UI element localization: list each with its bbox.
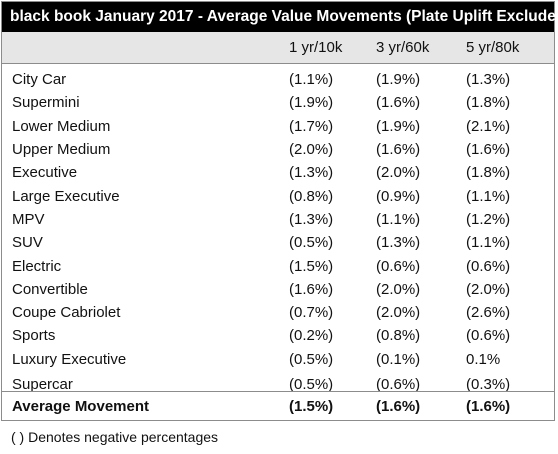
column-header-3yr: 3 yr/60k <box>376 39 430 56</box>
value-cell: (1.6%) <box>466 141 511 159</box>
column-header-row: 1 yr/10k 3 yr/60k 5 yr/80k <box>2 32 554 64</box>
table-row: Sports (0.2%) (0.8%) (0.6%) <box>2 324 554 347</box>
table-row: Supercar (0.5%) (0.6%) (0.3%) <box>2 371 554 398</box>
value-cell: (1.1%) <box>466 234 511 252</box>
value-cell: (2.0%) <box>376 280 421 298</box>
table-row: Lower Medium (1.7%) (1.9%) (2.1%) <box>2 115 554 138</box>
column-header-1yr: 1 yr/10k <box>289 39 343 56</box>
value-cell: (0.6%) <box>466 257 511 275</box>
value-cell: (1.6%) <box>289 280 334 298</box>
value-cell: (2.0%) <box>376 304 421 322</box>
value-cell: (0.1%) <box>376 350 421 368</box>
value-cell: (1.9%) <box>376 117 421 135</box>
value-cell: (1.1%) <box>289 71 334 89</box>
value-cell: (1.1%) <box>466 187 511 205</box>
value-cell: (1.3%) <box>289 164 334 182</box>
value-cell: (2.0%) <box>376 164 421 182</box>
segment-name: Coupe Cabriolet <box>12 304 121 322</box>
value-cell: (0.5%) <box>289 234 334 252</box>
table-row: Executive (1.3%) (2.0%) (1.8%) <box>2 161 554 184</box>
value-cell: (1.6%) <box>376 94 421 112</box>
table-row: MPV (1.3%) (1.1%) (1.2%) <box>2 208 554 231</box>
value-cell: (1.8%) <box>466 164 511 182</box>
table-row: Coupe Cabriolet (0.7%) (2.0%) (2.6%) <box>2 301 554 324</box>
value-cell: (1.6%) <box>376 141 421 159</box>
value-cell: (0.6%) <box>466 327 511 345</box>
value-cell: (0.3%) <box>466 375 511 393</box>
segment-name: Large Executive <box>12 187 120 205</box>
value-cell: (0.7%) <box>289 304 334 322</box>
average-movement-row: Average Movement (1.5%) (1.6%) (1.6%) <box>2 391 554 420</box>
segment-name: Upper Medium <box>12 141 111 159</box>
table-row: Electric (1.5%) (0.6%) (0.6%) <box>2 254 554 277</box>
value-cell: (1.3%) <box>466 71 511 89</box>
average-label: Average Movement <box>12 397 149 415</box>
segment-name: Convertible <box>12 280 88 298</box>
column-header-5yr: 5 yr/80k <box>466 39 520 56</box>
segment-name: Electric <box>12 257 62 275</box>
value-cell: (1.2%) <box>466 210 511 228</box>
segment-name: Executive <box>12 164 78 182</box>
value-cell: (0.6%) <box>376 375 421 393</box>
table-row: Upper Medium (2.0%) (1.6%) (1.6%) <box>2 138 554 161</box>
value-cell: (1.3%) <box>376 234 421 252</box>
table-row: SUV (0.5%) (1.3%) (1.1%) <box>2 231 554 254</box>
segment-name: Lower Medium <box>12 117 111 135</box>
value-cell: (0.6%) <box>376 257 421 275</box>
value-cell: (0.2%) <box>289 327 334 345</box>
segment-name: Luxury Executive <box>12 350 127 368</box>
table-row: Convertible (1.6%) (2.0%) (2.0%) <box>2 278 554 301</box>
value-cell: (0.9%) <box>376 187 421 205</box>
value-movements-table: black book January 2017 - Average Value … <box>1 1 558 421</box>
table-row: Luxury Executive (0.5%) (0.1%) 0.1% <box>2 348 554 371</box>
average-value-5yr: (1.6%) <box>466 397 511 415</box>
segment-name: Supermini <box>12 94 80 112</box>
segment-name: SUV <box>12 234 43 252</box>
value-cell: (1.5%) <box>289 257 334 275</box>
segment-name: MPV <box>12 210 45 228</box>
segment-name: Sports <box>12 327 56 345</box>
table-row: City Car (1.1%) (1.9%) (1.3%) <box>2 68 554 91</box>
value-cell: (0.5%) <box>289 350 334 368</box>
value-cell: 0.1% <box>466 350 501 368</box>
average-value-3yr: (1.6%) <box>376 397 421 415</box>
segment-name: City Car <box>12 71 67 89</box>
value-cell: (1.9%) <box>289 94 334 112</box>
value-cell: (2.1%) <box>466 117 511 135</box>
average-value-1yr: (1.5%) <box>289 397 334 415</box>
value-cell: (1.7%) <box>289 117 334 135</box>
table-body: City Car (1.1%) (1.9%) (1.3%) Supermini (1.9%… <box>2 68 554 398</box>
value-cell: (1.1%) <box>376 210 421 228</box>
value-cell: (1.9%) <box>376 71 421 89</box>
value-cell: (1.3%) <box>289 210 334 228</box>
footnote: ( ) Denotes negative percentages <box>11 429 219 445</box>
value-cell: (1.8%) <box>466 94 511 112</box>
value-cell: (0.5%) <box>289 375 334 393</box>
table-title: black book January 2017 - Average Value … <box>2 2 558 32</box>
value-cell: (2.6%) <box>466 304 511 322</box>
segment-name: Supercar <box>12 375 73 393</box>
value-cell: (0.8%) <box>289 187 334 205</box>
table-row: Large Executive (0.8%) (0.9%) (1.1%) <box>2 184 554 207</box>
value-cell: (0.8%) <box>376 327 421 345</box>
value-cell: (2.0%) <box>466 280 511 298</box>
table-row: Supermini (1.9%) (1.6%) (1.8%) <box>2 91 554 114</box>
value-cell: (2.0%) <box>289 141 334 159</box>
